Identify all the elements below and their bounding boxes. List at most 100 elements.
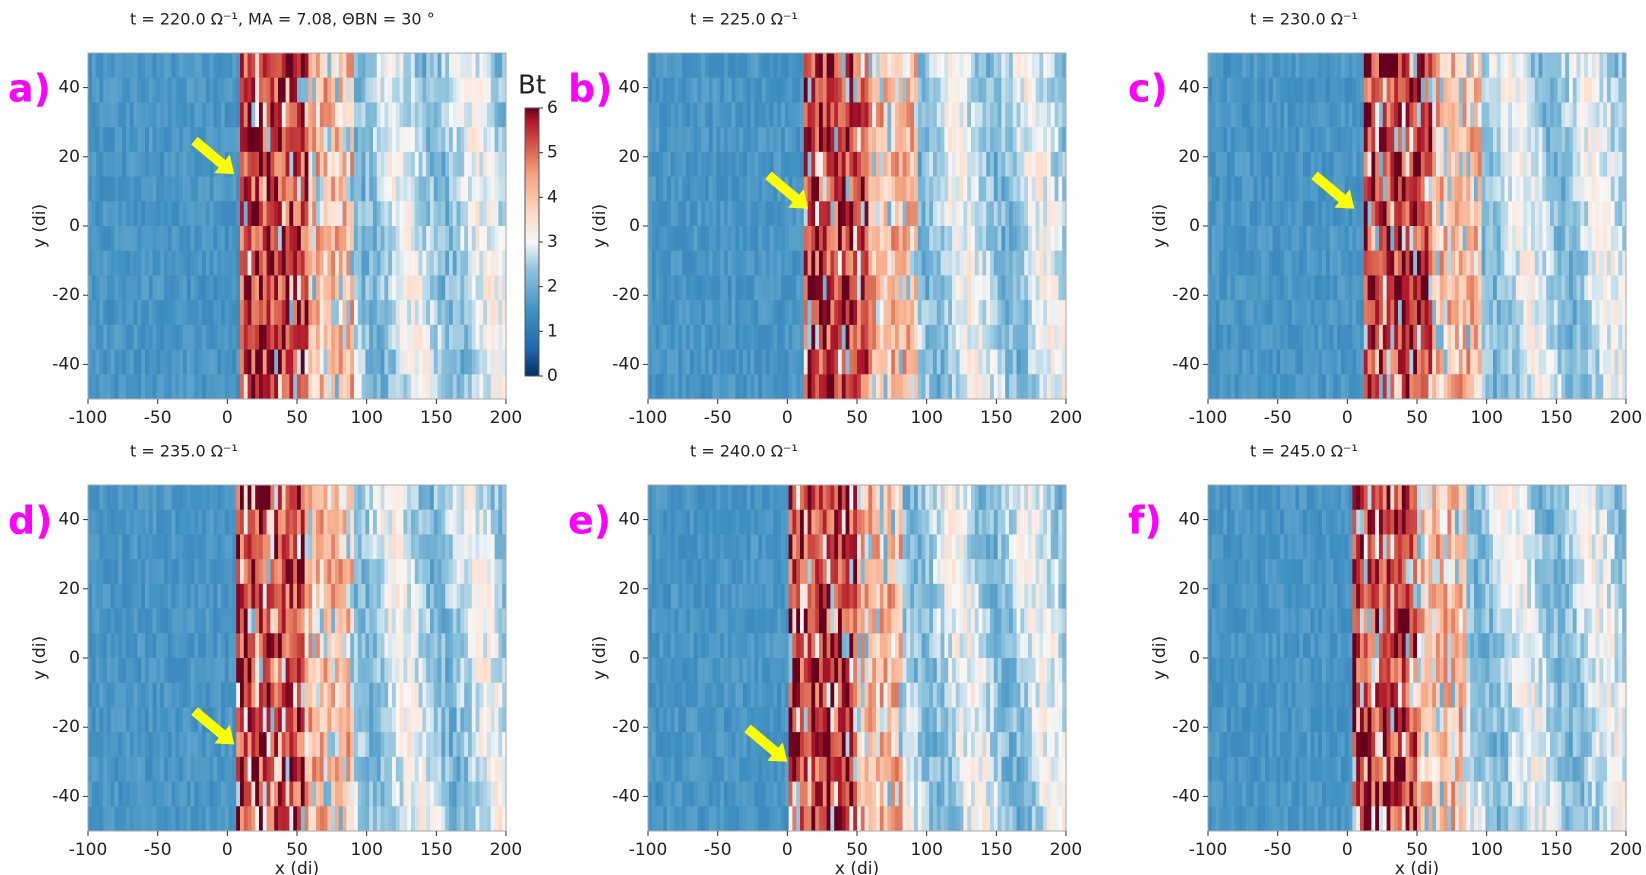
field-cell (430, 151, 435, 178)
field-cell (952, 176, 957, 202)
field-cell (183, 349, 188, 375)
field-cell (209, 275, 214, 301)
field-cell (891, 250, 896, 277)
field-cell (1614, 127, 1619, 153)
field-cell (815, 176, 820, 202)
field-cell (841, 324, 847, 351)
field-cell (781, 374, 786, 399)
field-cell (777, 151, 782, 178)
field-cell (1534, 349, 1540, 375)
field-cell (720, 201, 725, 227)
field-cell (1591, 127, 1597, 153)
field-cell (1223, 77, 1228, 104)
field-cell (1576, 127, 1581, 153)
field-cell (1462, 324, 1467, 351)
field-cell (959, 77, 964, 104)
field-cell (1531, 349, 1536, 375)
field-cell (978, 324, 983, 351)
field-cell (1580, 102, 1585, 128)
field-cell (221, 534, 226, 560)
field-cell (743, 226, 748, 252)
field-cell (765, 127, 771, 153)
field-cell (860, 151, 866, 178)
field-cell (686, 201, 691, 227)
field-cell (701, 226, 706, 252)
field-cell (834, 53, 839, 79)
field-cell (91, 300, 97, 326)
field-cell (259, 250, 264, 277)
field-cell (838, 127, 843, 153)
field-cell (986, 250, 991, 277)
field-cell (190, 77, 195, 104)
field-cell (1447, 300, 1452, 326)
field-cell (1424, 102, 1429, 128)
y-tick-label: 0 (1189, 216, 1200, 236)
field-cell (228, 300, 233, 326)
field-cell (670, 151, 676, 178)
field-cell (456, 226, 461, 252)
field-cell (1344, 176, 1350, 202)
field-cell (670, 250, 676, 277)
field-cell (754, 77, 759, 104)
field-cell (1531, 324, 1536, 351)
field-cell (1493, 250, 1498, 277)
field-cell (236, 226, 241, 252)
field-cell (670, 127, 676, 153)
field-cell (739, 250, 744, 277)
field-cell (1477, 176, 1483, 202)
field-cell (460, 374, 465, 399)
field-cell (910, 151, 915, 178)
field-cell (997, 77, 1002, 104)
field-cell (921, 349, 926, 375)
field-cell (202, 226, 207, 252)
field-cell (686, 77, 691, 104)
field-cell (156, 226, 161, 252)
field-cell (917, 374, 923, 399)
field-cell (388, 77, 393, 104)
field-cell (765, 250, 771, 277)
field-cell (411, 509, 416, 536)
field-cell (1265, 324, 1270, 351)
field-cell (670, 201, 676, 227)
field-cell (388, 374, 393, 399)
field-cell (800, 127, 805, 153)
field-cell (1367, 151, 1372, 178)
field-cell (1375, 102, 1380, 128)
field-cell (1268, 127, 1274, 153)
field-cell (186, 77, 192, 104)
field-cell (959, 275, 964, 301)
field-cell (845, 250, 850, 277)
field-cell (1610, 226, 1616, 252)
field-cell (1291, 226, 1296, 252)
field-cell (441, 509, 446, 536)
field-cell (1455, 374, 1460, 399)
field-cell (1443, 127, 1448, 153)
field-cell (1031, 324, 1037, 351)
field-cell (1371, 176, 1376, 202)
field-cell (978, 349, 983, 375)
field-cell (1295, 176, 1300, 202)
field-cell (1485, 374, 1490, 399)
field-cell (1257, 324, 1262, 351)
field-cell (1508, 151, 1513, 178)
field-cell (1401, 53, 1407, 79)
field-cell (373, 374, 378, 399)
field-cell (289, 176, 294, 202)
field-cell (1527, 201, 1532, 227)
field-cell (849, 300, 854, 326)
field-cell (274, 102, 279, 128)
field-cell (456, 349, 461, 375)
field-cell (1291, 275, 1296, 301)
field-cell (376, 485, 382, 511)
field-cell (1569, 102, 1574, 128)
field-cell (1572, 250, 1578, 277)
field-cell (1470, 324, 1475, 351)
field-cell (1546, 349, 1551, 375)
field-cell (936, 324, 942, 351)
field-cell (183, 201, 188, 227)
field-cell (724, 176, 729, 202)
field-cell (651, 53, 657, 79)
field-cell (346, 53, 351, 79)
field-cell (114, 176, 119, 202)
field-cell (1001, 127, 1006, 153)
